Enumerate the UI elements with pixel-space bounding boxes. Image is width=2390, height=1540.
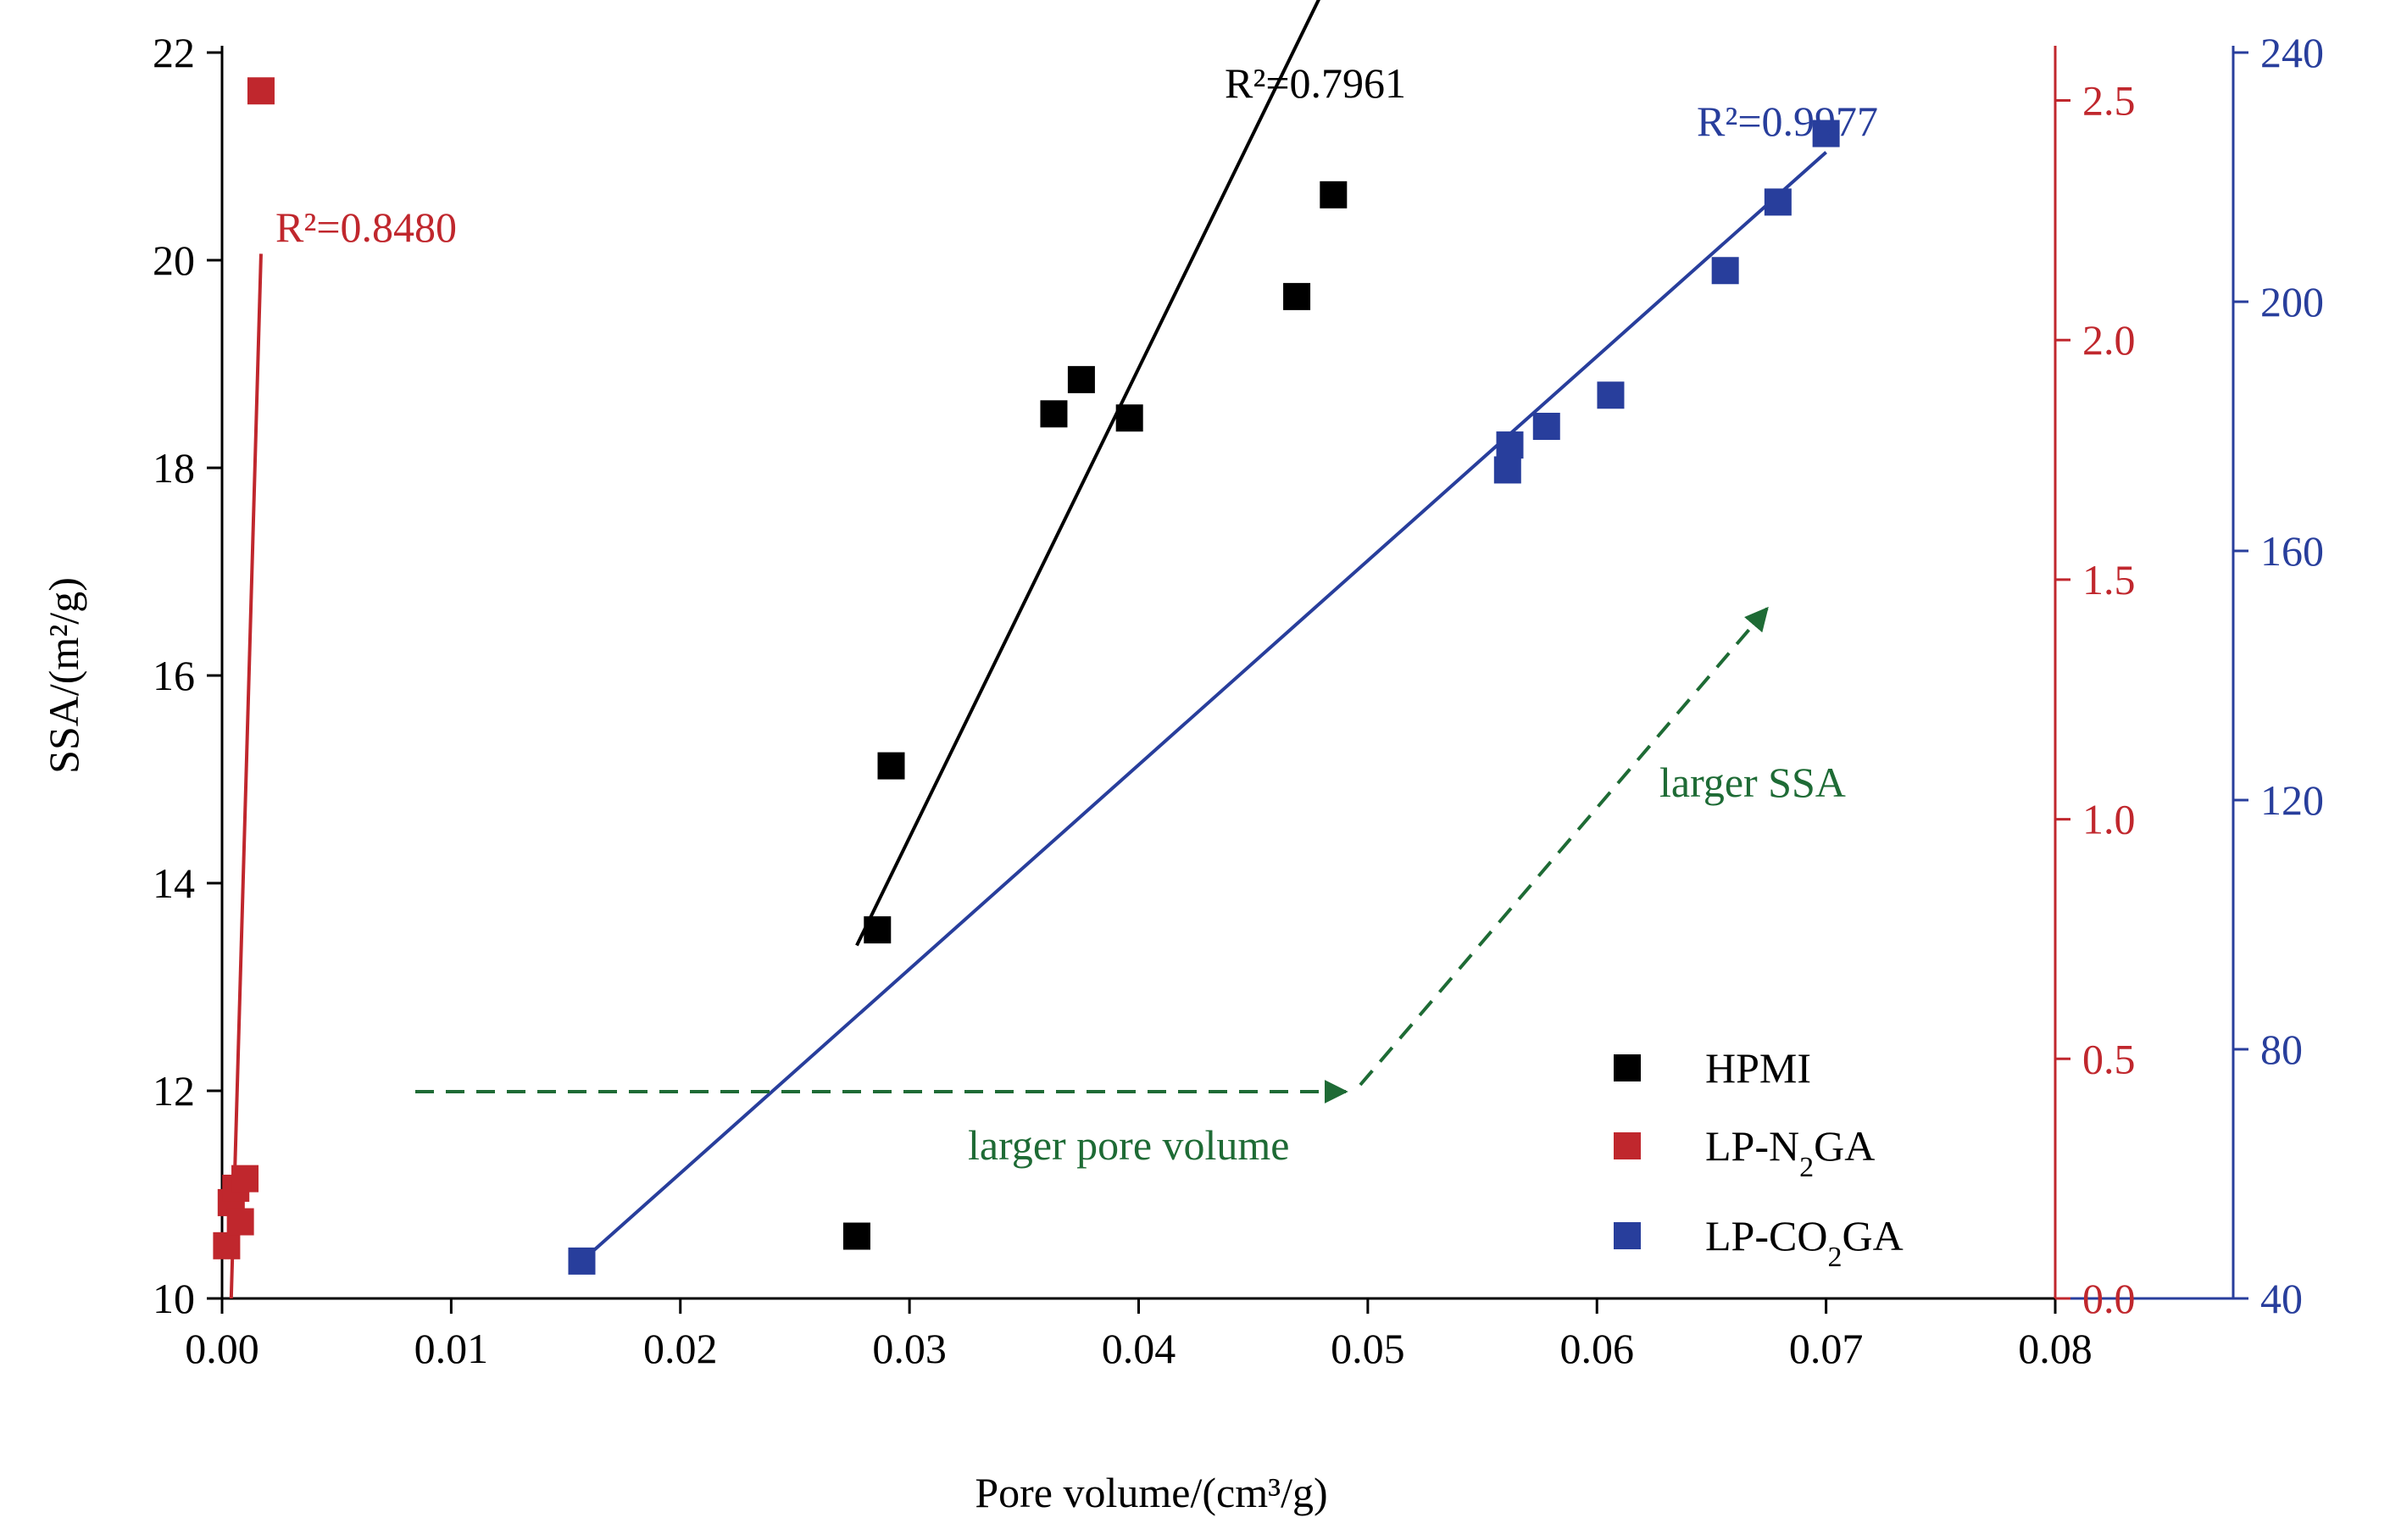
- legend-marker-lp-co2ga: [1614, 1222, 1641, 1249]
- y-blue-tick-label: 200: [2260, 278, 2324, 325]
- y-red-tick-label: 2.5: [2082, 77, 2136, 125]
- fit-line-lp-co2ga: [581, 151, 1827, 1263]
- legend: HPMI LP-N2GA LP-CO2GA: [1614, 1044, 1904, 1273]
- y-blue-tick-label: 120: [2260, 776, 2324, 824]
- y-left-tick-label: 18: [153, 444, 195, 492]
- y-blue-tick-label: 240: [2260, 29, 2324, 76]
- x-tick-label: 0.01: [414, 1325, 489, 1372]
- x-tick-label: 0.03: [872, 1325, 947, 1372]
- legend-marker-lp-n2ga: [1614, 1132, 1641, 1159]
- x-tick-label: 0.07: [1789, 1325, 1864, 1372]
- y-red-tick-label: 0.5: [2082, 1035, 2136, 1082]
- point-lp-co2ga: [1764, 188, 1792, 216]
- point-hpmi: [864, 916, 892, 944]
- point-hpmi: [842, 1222, 870, 1250]
- point-hpmi: [877, 752, 905, 780]
- point-lp-co2ga: [1493, 456, 1521, 484]
- y-red-tick-label: 0.0: [2082, 1275, 2136, 1322]
- y-red-tick-label: 1.0: [2082, 796, 2136, 843]
- fit-lines: [229, 0, 1827, 1299]
- r2-label-lp-co2ga: R²=0.9977: [1697, 97, 1878, 145]
- point-lp-co2ga: [1532, 413, 1560, 440]
- x-tick-label: 0.00: [185, 1325, 259, 1372]
- annotation-larger-pore-volume: larger pore volume: [968, 1121, 1290, 1169]
- point-hpmi: [1067, 365, 1095, 393]
- x-tick-label: 0.02: [643, 1325, 718, 1372]
- arrow-larger-ssa: [1359, 606, 1769, 1087]
- point-lp-n2ga: [213, 1231, 241, 1259]
- legend-marker-hpmi: [1614, 1054, 1641, 1081]
- axes-layer: 0.00 0.01 0.02 0.03 0.04 0.05 0.06 0.07 0.08 10 12…: [40, 29, 2324, 1516]
- fit-line-lp-n2ga: [229, 253, 263, 1299]
- point-lp-n2ga: [226, 1208, 254, 1236]
- point-lp-n2ga: [247, 77, 275, 105]
- y-left-tick-label: 20: [153, 236, 195, 284]
- y-left-tick-label: 22: [153, 29, 195, 76]
- point-lp-co2ga: [568, 1247, 596, 1275]
- y-red-tick-label: 1.5: [2082, 556, 2136, 603]
- data-points: [213, 77, 1840, 1275]
- x-tick-label: 0.04: [1102, 1325, 1176, 1372]
- point-hpmi: [1283, 282, 1311, 310]
- point-lp-co2ga: [1597, 381, 1625, 409]
- x-axis-title: Pore volume/(cm³/g): [975, 1469, 1327, 1516]
- point-hpmi: [1040, 400, 1068, 428]
- point-lp-co2ga: [1812, 120, 1840, 147]
- legend-label-lp-n2ga: LP-N2GA: [1705, 1122, 1875, 1183]
- y-left-tick-label: 10: [153, 1275, 195, 1322]
- point-lp-n2ga: [231, 1165, 259, 1193]
- r2-label-lp-n2ga: R²=0.8480: [275, 203, 457, 251]
- x-tick-label: 0.05: [1331, 1325, 1405, 1372]
- y-blue-tick-label: 160: [2260, 527, 2324, 575]
- y-blue-tick-label: 80: [2260, 1026, 2303, 1073]
- r2-label-hpmi: R²=0.7961: [1225, 59, 1406, 107]
- y-left-tick-label: 16: [153, 652, 195, 699]
- y-axis-title: SSA/(m²/g): [40, 577, 87, 774]
- annotations: R²=0.7961 R²=0.8480 R²=0.9977 larger pore v…: [275, 59, 1878, 1169]
- point-hpmi: [1320, 181, 1348, 208]
- legend-label-lp-co2ga: LP-CO2GA: [1705, 1212, 1904, 1273]
- point-hpmi: [1115, 404, 1143, 432]
- y-blue-tick-label: 40: [2260, 1275, 2303, 1322]
- annotation-larger-ssa: larger SSA: [1659, 759, 1846, 806]
- legend-label-hpmi: HPMI: [1705, 1044, 1811, 1092]
- point-lp-co2ga: [1496, 431, 1524, 459]
- y-left-tick-label: 12: [153, 1067, 195, 1115]
- x-tick-label: 0.08: [2018, 1325, 2093, 1372]
- fit-line-hpmi: [855, 0, 1320, 947]
- y-red-tick-label: 2.0: [2082, 316, 2136, 364]
- x-tick-label: 0.06: [1560, 1325, 1635, 1372]
- y-left-tick-label: 14: [153, 859, 195, 907]
- point-lp-co2ga: [1711, 257, 1739, 285]
